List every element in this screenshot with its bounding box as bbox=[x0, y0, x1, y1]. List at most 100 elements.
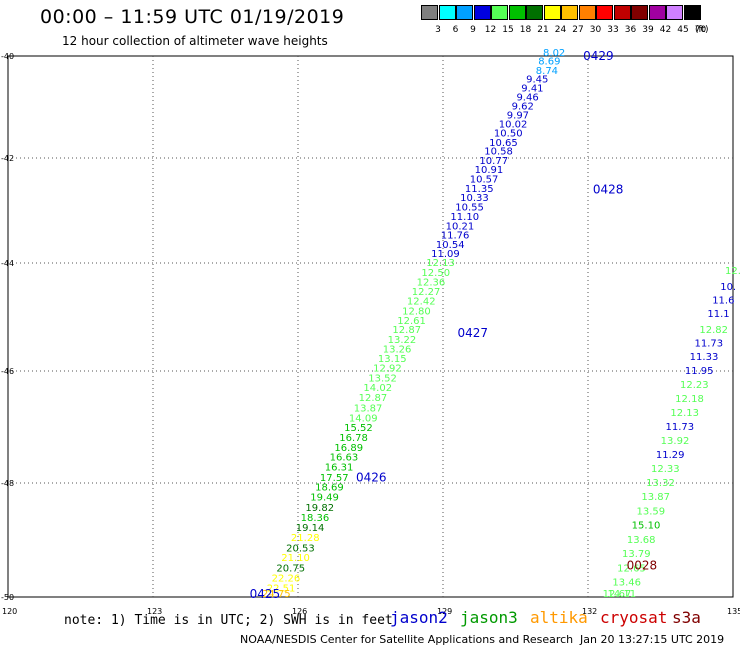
swh-value: 13.87 bbox=[354, 403, 383, 414]
swh-value: 15.10 bbox=[632, 521, 661, 532]
swh-value: 12.87 bbox=[359, 393, 388, 404]
map-subtitle: 12 hour collection of altimeter wave hei… bbox=[62, 34, 328, 48]
legend-label: 21 bbox=[537, 25, 549, 35]
swh-value: 13.79 bbox=[622, 549, 651, 560]
swh-value: 11.95 bbox=[685, 366, 714, 377]
legend-swatch bbox=[648, 5, 666, 20]
swh-value: 10.77 bbox=[479, 156, 508, 167]
swh-value: 10.21 bbox=[446, 221, 475, 232]
swh-value: 9.97 bbox=[507, 111, 529, 122]
swh-value: 14.02 bbox=[363, 383, 392, 394]
legend-label: 3 bbox=[435, 25, 441, 35]
legend-swatch bbox=[683, 5, 701, 20]
swh-value: 10.54 bbox=[436, 240, 465, 251]
lon-label: 135 bbox=[727, 607, 740, 616]
swh-value: 13.59 bbox=[637, 506, 666, 517]
swh-value: 8.74 bbox=[536, 66, 558, 77]
swh-value: 21.28 bbox=[291, 533, 320, 544]
swh-value: 12.61 bbox=[397, 316, 426, 327]
swh-value: 11.73 bbox=[695, 339, 724, 350]
swh-value: 12.13 bbox=[670, 408, 699, 419]
swh-value: 20.53 bbox=[286, 543, 315, 554]
legend-swatch bbox=[631, 5, 648, 20]
swh-value: 10.55 bbox=[455, 203, 484, 214]
swh-value: 14.09 bbox=[349, 413, 378, 424]
swh-value: 19.49 bbox=[310, 493, 339, 504]
swh-value: 11.1 bbox=[707, 309, 729, 320]
map-frame bbox=[7, 55, 734, 598]
swh-value: 13.68 bbox=[627, 535, 656, 546]
swh-value: 9.46 bbox=[516, 92, 538, 103]
lat-label: -40 bbox=[1, 52, 14, 61]
legend-swatch bbox=[508, 5, 526, 20]
legend-label: 12 bbox=[484, 25, 497, 35]
legend-label: 45 bbox=[677, 25, 689, 35]
track-1-values: 8.028.698.749.459.419.469.629.9710.0210.… bbox=[262, 48, 565, 600]
swh-value: 21.10 bbox=[281, 553, 310, 564]
swh-value: 22.51 bbox=[267, 583, 296, 594]
legend-swatch bbox=[438, 5, 456, 20]
swh-value: 11.76 bbox=[441, 230, 470, 241]
swh-value: 11.6 bbox=[712, 296, 734, 307]
axis-labels: -40 -42 -44 -46 -48 -50 120 123 126 129 132 135 bbox=[1, 52, 740, 616]
lat-label: -48 bbox=[1, 479, 14, 488]
color-legend: 3 6 9 12 15 18 21 24 27 30 33 36 39 42 45 70 (ft) bbox=[421, 5, 728, 39]
legend-swatch bbox=[491, 5, 508, 20]
lat-label: -46 bbox=[1, 367, 14, 376]
swh-value: 8.69 bbox=[538, 57, 560, 68]
swh-value: 12.36 bbox=[417, 278, 446, 289]
legend-label: 9 bbox=[470, 25, 476, 35]
swh-value: 10.57 bbox=[470, 175, 499, 186]
swh-value: 10.33 bbox=[460, 193, 489, 204]
swh-value: 19.14 bbox=[296, 523, 325, 534]
swh-value: 12.42 bbox=[407, 297, 436, 308]
legend-label: 27 bbox=[572, 25, 584, 35]
lat-label: -50 bbox=[1, 593, 14, 602]
swh-value: 11.10 bbox=[450, 212, 479, 223]
swh-value: 13.15 bbox=[378, 354, 407, 365]
swh-value: 12. bbox=[725, 266, 740, 277]
swh-value: 11.35 bbox=[465, 184, 494, 195]
satellite-name: jason2 bbox=[390, 608, 448, 627]
swh-value: 10.50 bbox=[494, 129, 523, 140]
swh-value: 11.09 bbox=[431, 249, 460, 260]
pass-time-label: 0428 bbox=[593, 183, 624, 197]
swh-value: 12.67 bbox=[603, 589, 632, 600]
swh-value: 10.02 bbox=[499, 119, 528, 130]
swh-value: 12.18 bbox=[675, 394, 704, 405]
swh-value: 12.65 bbox=[617, 563, 646, 574]
swh-value: 24.75 bbox=[262, 589, 291, 600]
swh-value: 11.73 bbox=[666, 422, 695, 433]
swh-value: 12.87 bbox=[392, 325, 421, 336]
swh-value: 13.87 bbox=[641, 492, 670, 503]
swh-value: 14.11 bbox=[608, 589, 637, 600]
credit-line: NOAA/NESDIS Center for Satellite Applica… bbox=[240, 633, 574, 646]
swh-value: 15.52 bbox=[344, 423, 373, 434]
swh-value: 10.91 bbox=[475, 165, 504, 176]
swh-value: 12.82 bbox=[699, 325, 728, 336]
lon-label: 132 bbox=[582, 607, 597, 616]
legend-label: 39 bbox=[642, 25, 654, 35]
map-title: 00:00 – 11:59 UTC 01/19/2019 bbox=[40, 6, 345, 28]
legend-swatch bbox=[578, 5, 596, 20]
swh-value: 13.26 bbox=[383, 345, 412, 356]
legend-label: 42 bbox=[659, 25, 672, 35]
lon-label: 129 bbox=[437, 607, 452, 616]
swh-value: 11.29 bbox=[656, 450, 685, 461]
swh-value: 13.92 bbox=[661, 436, 690, 447]
swh-value: 9.45 bbox=[526, 75, 548, 86]
pass-time-label: 0429 bbox=[583, 49, 614, 63]
lat-label: -44 bbox=[1, 259, 14, 268]
swh-value: 16.31 bbox=[325, 463, 354, 474]
swh-value: 9.62 bbox=[512, 102, 534, 113]
legend-label: 30 bbox=[589, 25, 602, 35]
legend-label: 6 bbox=[452, 25, 459, 35]
swh-value: 9.41 bbox=[521, 84, 543, 95]
generation-datestamp: Jan 20 13:27:15 UTC 2019 bbox=[580, 633, 725, 646]
legend-swatch bbox=[543, 5, 561, 20]
swh-value: 12.92 bbox=[373, 364, 402, 375]
satellite-name: cryosat bbox=[600, 608, 668, 627]
legend-swatch bbox=[613, 5, 631, 20]
track-2-values: 12. 10. 11.6 11.1 12.82 11.73 11.33 11.95 12.23 1… bbox=[603, 266, 740, 600]
swh-value: 10. bbox=[720, 282, 736, 293]
